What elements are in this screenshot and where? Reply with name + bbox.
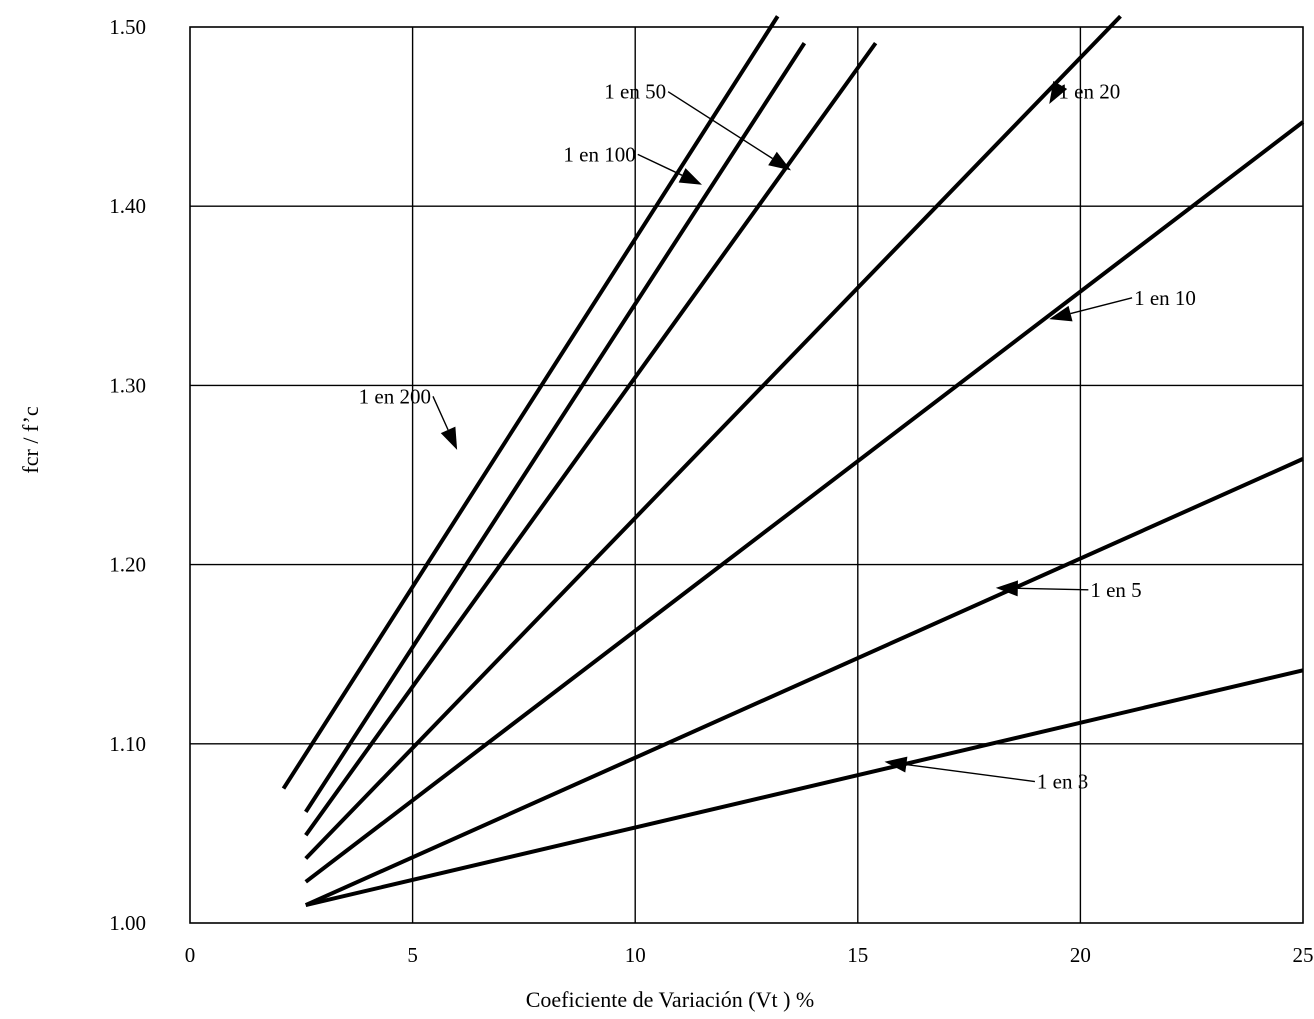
grid-lines — [190, 27, 1303, 923]
annotation-label-1-en-10: 1 en 10 — [1134, 286, 1196, 310]
y-axis-label: fcr / f’c — [18, 406, 43, 473]
annotation-label-1-en-5: 1 en 5 — [1090, 578, 1141, 602]
plot-frame — [189, 26, 1304, 924]
annotation-label-1-en-200: 1 en 200 — [359, 384, 431, 408]
annotation-label-1-en-3: 1 en 3 — [1037, 770, 1088, 794]
x-axis-label: Coeficiente de Variación (Vt ) % — [526, 987, 815, 1012]
x-tick-label: 25 — [1293, 943, 1314, 967]
annotation-leader-1-en-200 — [432, 396, 449, 431]
y-tick-label: 1.20 — [109, 553, 146, 577]
series-line-1-en-5 — [304, 457, 1304, 907]
y-tick-labels: 1.00 1.10 1.20 1.30 1.40 1.50 — [109, 15, 146, 935]
annotation-label-1-en-100: 1 en 100 — [563, 142, 635, 166]
annotation-leader-1-en-5 — [1017, 587, 1089, 591]
x-tick-label: 10 — [625, 943, 646, 967]
x-tick-label: 20 — [1070, 943, 1091, 967]
y-tick-label: 1.10 — [109, 732, 146, 756]
annotation-arrowhead-1-en-200 — [440, 426, 458, 450]
series-line-1-en-50 — [304, 41, 878, 837]
series-line-1-en-3 — [305, 668, 1304, 908]
y-tick-label: 1.40 — [109, 194, 146, 218]
y-tick-label: 1.30 — [109, 373, 146, 397]
annotation-arrowhead-1-en-50 — [768, 151, 792, 171]
x-tick-label: 5 — [407, 943, 418, 967]
annotation-arrowhead-1-en-5 — [995, 580, 1018, 597]
annotation-leader-1-en-3 — [906, 763, 1036, 783]
annotation-leader-1-en-50 — [667, 91, 773, 160]
series-annotations: 1 en 50 1 en 100 1 en 200 1 en 20 1 en 10 1 e… — [359, 80, 1196, 794]
annotation-arrowhead-1-en-10 — [1049, 305, 1073, 322]
x-tick-labels: 0 5 10 15 20 25 — [185, 943, 1314, 967]
x-tick-label: 15 — [847, 943, 868, 967]
y-tick-label: 1.00 — [109, 911, 146, 935]
y-tick-label: 1.50 — [109, 15, 146, 39]
series-lines — [281, 14, 1305, 908]
annotation-arrowhead-1-en-100 — [678, 168, 702, 185]
annotation-arrowhead-1-en-20 — [1049, 81, 1068, 105]
annotation-label-1-en-50: 1 en 50 — [604, 80, 666, 104]
annotation-leader-1-en-10 — [1070, 297, 1133, 315]
series-line-1-en-100 — [304, 42, 807, 813]
series-line-1-en-10 — [304, 120, 1305, 884]
annotation-label-1-en-20: 1 en 20 — [1058, 80, 1120, 104]
annotation-arrowhead-1-en-3 — [884, 756, 908, 773]
x-tick-label: 0 — [185, 943, 196, 967]
annotation-leader-1-en-100 — [637, 153, 683, 176]
series-line-1-en-200 — [281, 15, 780, 790]
series-line-1-en-20 — [304, 14, 1122, 860]
